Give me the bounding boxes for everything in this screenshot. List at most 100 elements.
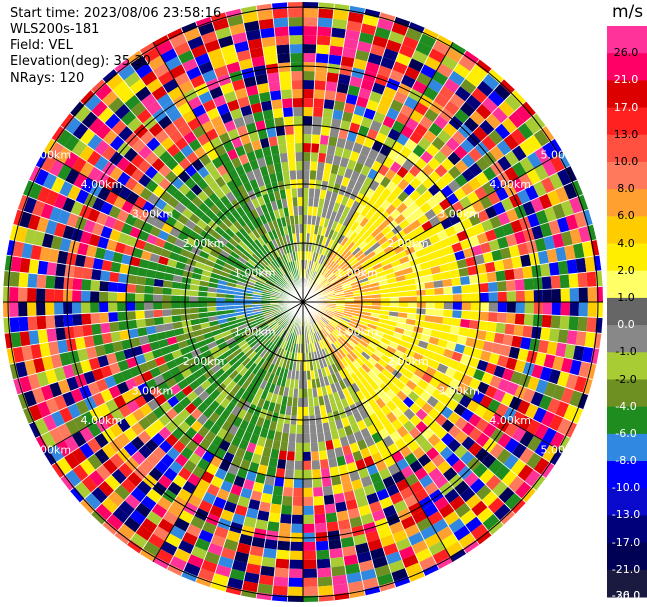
range-gate — [358, 87, 372, 100]
range-gate — [330, 343, 339, 353]
range-gate — [454, 108, 470, 124]
range-gate — [230, 198, 241, 210]
range-gate — [234, 87, 248, 100]
range-gate — [571, 180, 584, 197]
range-gate — [374, 266, 385, 274]
range-gate — [173, 267, 185, 277]
range-gate — [205, 128, 219, 141]
range-gate — [257, 464, 269, 476]
range-gate — [464, 204, 477, 218]
range-gate — [207, 254, 218, 263]
range-gate — [240, 487, 253, 499]
range-gate — [303, 125, 313, 135]
range-gate — [140, 518, 158, 534]
range-gate — [70, 200, 84, 216]
range-gate — [45, 189, 60, 207]
range-gate — [235, 336, 246, 345]
range-gate — [205, 336, 216, 345]
range-gate — [129, 336, 141, 348]
range-gate — [312, 323, 318, 333]
ray-separator — [286, 2, 304, 303]
range-gate — [335, 326, 345, 335]
range-gate — [259, 565, 276, 577]
range-gate — [202, 173, 215, 186]
range-gate — [251, 269, 261, 277]
range-gate — [116, 381, 130, 395]
range-gate — [510, 458, 527, 476]
range-gate — [303, 242, 307, 252]
range-gate — [240, 203, 251, 214]
range-gate — [389, 292, 399, 298]
range-gate — [238, 323, 249, 331]
range-gate — [271, 229, 279, 239]
range-gate — [581, 240, 594, 258]
range-label: 2.00km — [183, 237, 225, 250]
range-gate — [245, 315, 255, 321]
range-gate — [329, 210, 338, 221]
range-gate — [312, 206, 318, 217]
range-gate — [258, 18, 275, 30]
range-gate — [324, 503, 337, 514]
range-gate — [28, 258, 40, 275]
range-gate — [240, 270, 250, 278]
range-gate — [101, 145, 117, 161]
range-gate — [95, 503, 113, 521]
ray-separator — [166, 34, 304, 303]
range-gate — [148, 122, 164, 137]
ray-separator — [302, 5, 351, 303]
range-gate — [351, 283, 361, 289]
range-gate — [198, 344, 210, 354]
colorbar — [607, 26, 647, 598]
range-gate — [71, 361, 84, 377]
ray-separator — [302, 254, 600, 303]
range-gate — [456, 258, 468, 269]
range-gate — [73, 173, 88, 189]
ray-separator — [302, 301, 351, 599]
range-gate — [43, 138, 57, 155]
range-gate — [329, 45, 344, 57]
range-gate — [420, 525, 437, 540]
range-gate — [252, 308, 262, 313]
range-gate — [332, 483, 344, 495]
range-gate — [341, 111, 354, 123]
range-gate — [374, 362, 385, 373]
range-gate — [124, 377, 138, 391]
range-gate — [177, 123, 192, 137]
range-gate — [271, 365, 279, 375]
range-gate — [351, 348, 361, 358]
range-gate — [258, 91, 272, 103]
range-gate — [288, 281, 295, 290]
range-gate — [187, 96, 203, 110]
range-gate — [327, 219, 335, 230]
range-gate — [279, 404, 287, 415]
range-gate — [268, 512, 281, 523]
range-gate — [415, 41, 433, 57]
range-gate — [342, 283, 352, 289]
ray-separator — [302, 208, 589, 303]
range-gate — [247, 337, 257, 346]
range-gate — [283, 263, 290, 273]
range-gate — [242, 450, 254, 462]
range-gate — [318, 450, 328, 461]
range-gate — [339, 473, 352, 484]
range-gate — [347, 339, 357, 349]
range-gate — [511, 442, 527, 459]
range-gate — [475, 484, 492, 501]
range-gate — [190, 408, 203, 421]
range-gate — [146, 233, 158, 245]
range-gate — [364, 266, 375, 274]
range-gate — [256, 397, 266, 409]
range-gate — [67, 403, 82, 420]
range-gate — [344, 266, 354, 275]
range-gate — [291, 406, 298, 416]
range-gate — [407, 290, 417, 297]
range-gate — [252, 111, 265, 123]
range-gate — [214, 225, 225, 236]
range-gate — [453, 444, 468, 459]
range-gate — [317, 576, 333, 587]
range-gate — [345, 499, 359, 511]
range-gate — [399, 104, 414, 118]
range-gate — [522, 388, 536, 404]
range-gate — [464, 226, 477, 239]
range-gate — [400, 515, 416, 530]
